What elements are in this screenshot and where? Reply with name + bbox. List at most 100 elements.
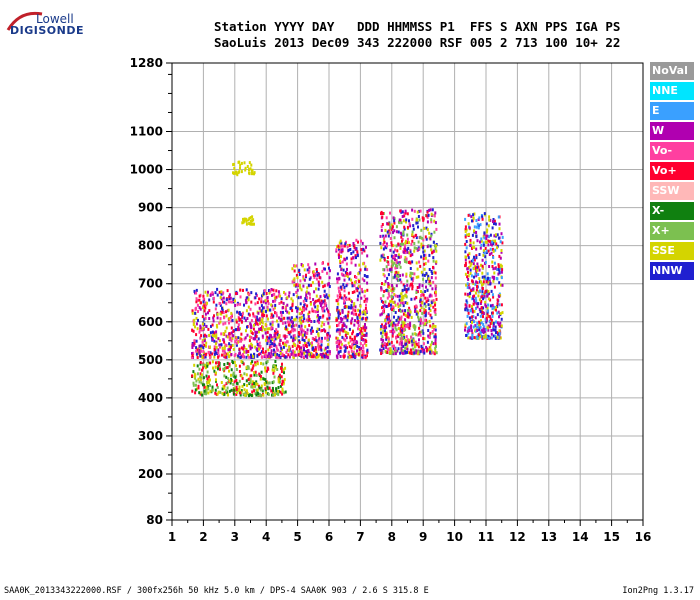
- data-point: [434, 328, 437, 332]
- data-point: [221, 346, 224, 350]
- data-point: [392, 309, 395, 312]
- data-point: [402, 250, 405, 254]
- data-point: [204, 389, 207, 392]
- data-point: [235, 172, 238, 176]
- data-point: [423, 308, 426, 311]
- data-point: [251, 222, 254, 226]
- data-point: [336, 272, 339, 276]
- data-point: [337, 244, 340, 248]
- data-point: [228, 321, 230, 325]
- data-point: [364, 328, 367, 332]
- data-point: [191, 311, 194, 315]
- data-point: [264, 323, 267, 326]
- data-point: [354, 254, 357, 258]
- data-point: [339, 295, 341, 299]
- data-point: [434, 303, 436, 307]
- data-point: [262, 292, 265, 296]
- data-point: [192, 370, 195, 374]
- data-point: [399, 301, 402, 304]
- data-point: [470, 326, 473, 330]
- data-point: [434, 244, 436, 248]
- data-point: [410, 335, 413, 339]
- data-point: [336, 294, 339, 298]
- data-point: [293, 318, 296, 322]
- data-point: [249, 378, 252, 382]
- data-point: [383, 274, 386, 278]
- data-point: [354, 354, 357, 358]
- data-point: [288, 321, 291, 325]
- data-point: [342, 268, 345, 272]
- data-point: [355, 276, 358, 279]
- data-point: [312, 273, 315, 277]
- data-point: [407, 338, 409, 342]
- data-point: [380, 254, 383, 258]
- data-point: [428, 294, 431, 298]
- data-point: [396, 294, 399, 298]
- data-point: [305, 299, 308, 302]
- data-point: [464, 230, 467, 233]
- data-point: [328, 352, 331, 356]
- data-point: [411, 233, 414, 237]
- data-point: [495, 306, 498, 309]
- data-point: [412, 235, 415, 239]
- data-point: [249, 307, 252, 311]
- data-point: [264, 387, 267, 391]
- data-point: [223, 345, 226, 349]
- data-point: [407, 351, 410, 354]
- data-point: [257, 384, 260, 388]
- data-point: [299, 295, 302, 299]
- data-point: [473, 336, 476, 340]
- data-point: [234, 352, 237, 356]
- data-point: [401, 239, 403, 243]
- data-point: [492, 242, 495, 245]
- x-tick-label: 11: [478, 530, 495, 544]
- data-point: [492, 267, 495, 271]
- data-point: [387, 285, 390, 288]
- data-point: [346, 267, 348, 271]
- data-point: [414, 332, 417, 336]
- data-point: [239, 295, 242, 299]
- data-point: [425, 300, 428, 304]
- data-point: [476, 321, 479, 325]
- data-point: [392, 276, 395, 280]
- data-point: [489, 282, 492, 286]
- data-point: [194, 388, 197, 392]
- data-point: [311, 307, 314, 311]
- data-point: [338, 350, 340, 354]
- data-point: [478, 253, 481, 256]
- data-point: [341, 335, 344, 339]
- data-point: [490, 336, 493, 340]
- data-point: [269, 355, 272, 359]
- data-point: [492, 218, 495, 221]
- data-point: [407, 241, 410, 245]
- data-point: [479, 325, 482, 329]
- data-point: [474, 272, 477, 276]
- data-point: [415, 275, 418, 279]
- data-point: [252, 382, 255, 386]
- data-point: [191, 374, 194, 378]
- data-point: [364, 323, 366, 326]
- data-point: [265, 355, 268, 359]
- data-point: [385, 335, 388, 339]
- data-point: [216, 383, 218, 387]
- data-point: [392, 230, 394, 234]
- data-point: [346, 245, 349, 249]
- data-point: [287, 294, 290, 298]
- data-point: [256, 390, 259, 394]
- data-point: [366, 281, 369, 285]
- data-point: [329, 269, 331, 273]
- data-point: [480, 319, 482, 323]
- data-point: [384, 329, 386, 333]
- data-point: [336, 277, 338, 281]
- data-point: [270, 349, 273, 353]
- data-point: [280, 346, 283, 350]
- data-point: [481, 293, 484, 297]
- data-point: [421, 311, 424, 315]
- data-point: [224, 353, 226, 357]
- data-point: [353, 323, 356, 327]
- data-point: [262, 377, 265, 381]
- data-point: [389, 226, 392, 230]
- data-point: [203, 339, 206, 343]
- data-point: [408, 222, 411, 226]
- data-point: [471, 246, 473, 250]
